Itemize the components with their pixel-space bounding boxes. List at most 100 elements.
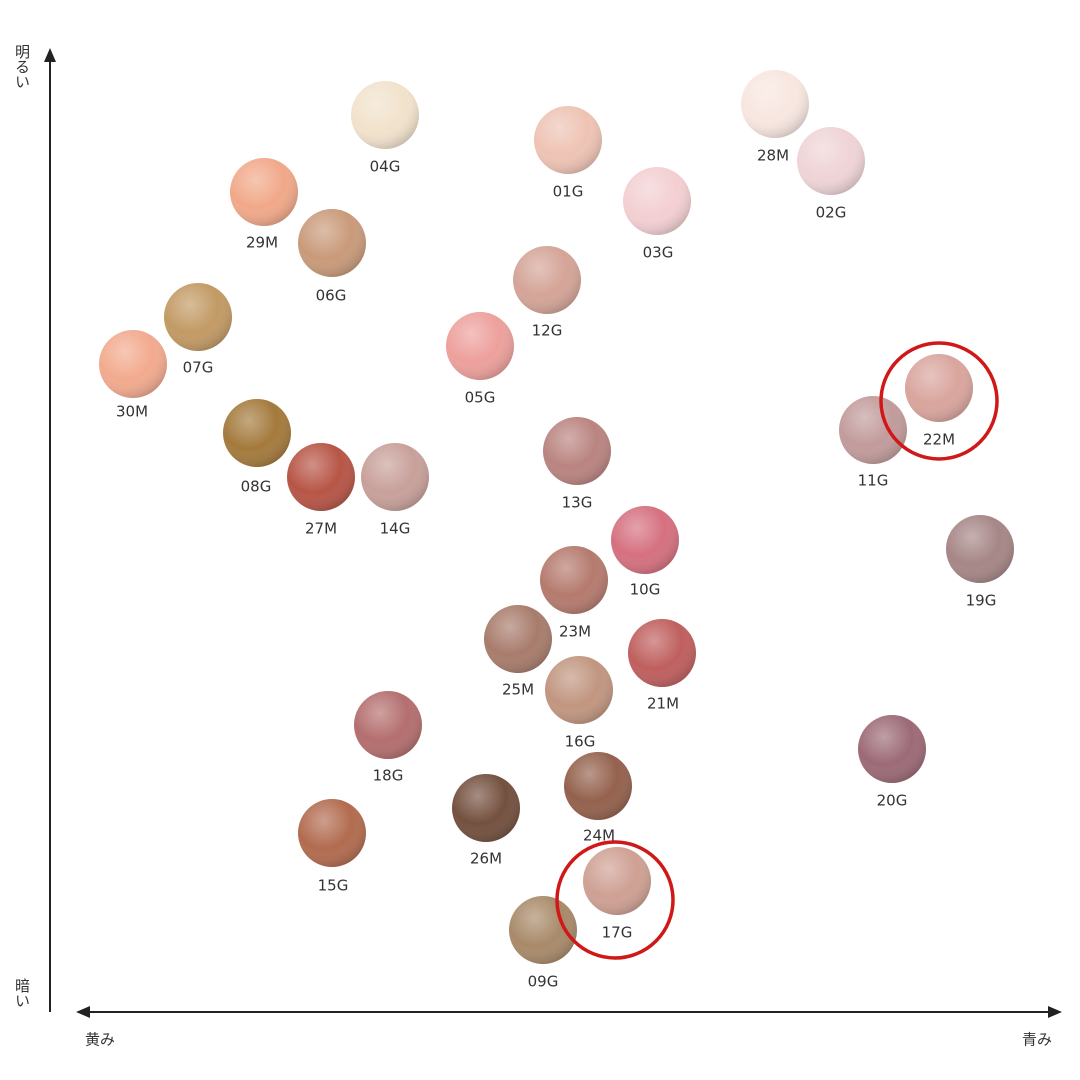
swatch: 04G — [351, 81, 419, 176]
swatch: 10G — [611, 506, 679, 599]
swatch: 17G — [583, 847, 651, 942]
swatch-label: 19G — [966, 592, 997, 610]
swatch-shine — [99, 330, 167, 398]
swatch-shine — [946, 515, 1014, 583]
swatch: 21M — [628, 619, 696, 713]
swatch-shine — [545, 656, 613, 724]
swatch-label: 15G — [318, 877, 349, 895]
swatch: 08G — [223, 399, 291, 496]
swatch-label: 11G — [858, 472, 889, 490]
swatch-label: 26M — [470, 850, 502, 868]
swatch-label: 13G — [562, 494, 593, 512]
swatch: 16G — [545, 656, 613, 751]
arrow-head — [44, 48, 56, 62]
swatch-shine — [354, 691, 422, 759]
swatch: 09G — [509, 896, 577, 991]
swatch-label: 08G — [241, 478, 272, 496]
swatch-label: 14G — [380, 520, 411, 538]
arrow-head — [1048, 1006, 1062, 1018]
swatch-shine — [905, 354, 973, 422]
swatch-label: 10G — [630, 581, 661, 599]
swatches: 04G 01G 28M 02G 29M 06G 03G 12G 07G 30M 05G 22M 11G 0… — [99, 70, 1014, 991]
axes: 明るい 暗い 黄み 青み — [13, 44, 1062, 1049]
swatch-shine — [230, 158, 298, 226]
swatch-shine — [446, 312, 514, 380]
swatch-label: 07G — [183, 359, 214, 377]
swatch: 14G — [361, 443, 429, 538]
swatch-shine — [628, 619, 696, 687]
swatch-label: 03G — [643, 244, 674, 262]
swatch-shine — [583, 847, 651, 915]
swatch-label: 05G — [465, 389, 496, 407]
swatch: 12G — [513, 246, 581, 340]
swatch: 26M — [452, 774, 520, 868]
swatch: 05G — [446, 312, 514, 407]
swatch: 23M — [540, 546, 608, 641]
swatch-shine — [298, 799, 366, 867]
swatch-label: 30M — [116, 403, 148, 421]
swatch-shine — [543, 417, 611, 485]
swatch-shine — [858, 715, 926, 783]
swatch: 03G — [623, 167, 691, 262]
swatch-shine — [839, 396, 907, 464]
swatch: 18G — [354, 691, 422, 785]
swatch-label: 24M — [583, 827, 615, 845]
swatch-label: 25M — [502, 681, 534, 699]
swatch-label: 20G — [877, 792, 908, 810]
swatch-label: 28M — [757, 147, 789, 165]
swatch-shine — [611, 506, 679, 574]
axis-top-label: 明るい — [13, 44, 31, 89]
swatch-shine — [623, 167, 691, 235]
swatch-label: 12G — [532, 322, 563, 340]
swatch-label: 17G — [602, 924, 633, 942]
swatch-label: 16G — [565, 733, 596, 751]
swatch-shine — [513, 246, 581, 314]
swatch: 19G — [946, 515, 1014, 610]
swatch: 25M — [484, 605, 552, 699]
swatch: 20G — [858, 715, 926, 810]
swatch-shine — [797, 127, 865, 195]
swatch: 15G — [298, 799, 366, 895]
swatch: 24M — [564, 752, 632, 845]
swatch: 29M — [230, 158, 298, 252]
swatch: 06G — [298, 209, 366, 305]
swatch-shine — [540, 546, 608, 614]
swatch: 01G — [534, 106, 602, 201]
swatch-label: 27M — [305, 520, 337, 538]
swatch: 13G — [543, 417, 611, 512]
swatch-shine — [741, 70, 809, 138]
swatch: 11G — [839, 396, 907, 490]
axis-left-label: 黄み — [85, 1031, 115, 1049]
swatch-shine — [351, 81, 419, 149]
highlight-ring — [879, 341, 999, 461]
swatch-label: 06G — [316, 287, 347, 305]
swatch-shine — [287, 443, 355, 511]
swatch-shine — [452, 774, 520, 842]
swatch-label: 18G — [373, 767, 404, 785]
swatch: 28M — [741, 70, 809, 165]
swatch-shine — [298, 209, 366, 277]
swatch-shine — [361, 443, 429, 511]
swatch: 07G — [164, 283, 232, 377]
swatch: 02G — [797, 127, 865, 222]
swatch: 27M — [287, 443, 355, 538]
swatch-shine — [484, 605, 552, 673]
swatch-label: 02G — [816, 204, 847, 222]
swatch-shine — [223, 399, 291, 467]
swatch-label: 01G — [553, 183, 584, 201]
swatch-label: 21M — [647, 695, 679, 713]
swatch-label: 23M — [559, 623, 591, 641]
swatch-shine — [534, 106, 602, 174]
axis-right-label: 青み — [1022, 1031, 1052, 1049]
swatch-label: 04G — [370, 158, 401, 176]
swatch-label: 09G — [528, 973, 559, 991]
swatch-label: 29M — [246, 234, 278, 252]
swatch: 30M — [99, 330, 167, 421]
highlight-ring — [555, 840, 675, 960]
swatch-shine — [564, 752, 632, 820]
axis-bottom-label: 暗い — [13, 978, 31, 1008]
swatch-label: 22M — [923, 431, 955, 449]
arrow-head — [76, 1006, 90, 1018]
swatch: 22M — [905, 354, 973, 449]
